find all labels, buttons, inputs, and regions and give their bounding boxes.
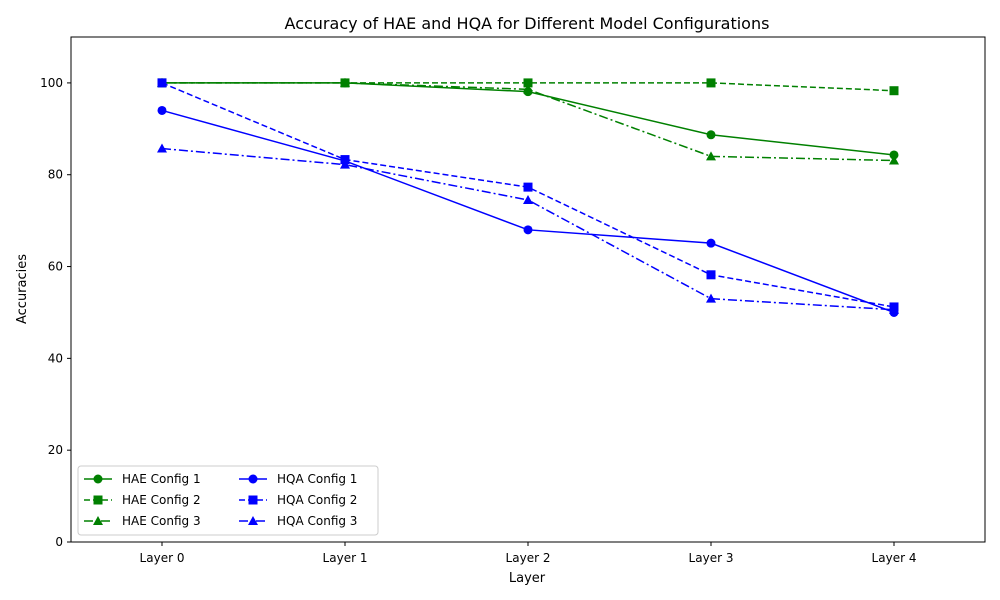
legend-entry: HAE Config 1: [84, 472, 201, 486]
data-point: [523, 182, 533, 192]
x-tick-label: Layer 0: [140, 551, 185, 565]
legend-marker: [248, 495, 258, 505]
series-line: [162, 82, 895, 162]
series-line: [161, 109, 895, 314]
data-point: [340, 159, 350, 169]
legend-marker: [93, 495, 103, 505]
legend: HAE Config 1 HAE Config 2 HAE Config 3 HQA …: [77, 465, 379, 536]
data-point: [157, 78, 167, 88]
data-point: [706, 78, 716, 88]
legend-marker: [93, 474, 103, 484]
x-tick-label: Layer 4: [872, 551, 917, 565]
legend-label: HQA Config 2: [277, 493, 357, 507]
x-tick-label: Layer 1: [323, 551, 368, 565]
x-axis-label: Layer: [509, 571, 546, 586]
data-point: [157, 143, 167, 153]
series-hqa-config-2: [157, 78, 899, 312]
chart-title: Accuracy of HAE and HQA for Different Mo…: [285, 14, 770, 33]
legend-label: HAE Config 1: [122, 472, 201, 486]
legend-marker: [248, 474, 258, 484]
plot-area: [157, 77, 899, 317]
data-point: [157, 105, 167, 115]
legend-entry: HAE Config 2: [84, 493, 201, 507]
x-axis: Layer 0 Layer 1 Layer 2 Layer 3 Layer 4: [140, 542, 917, 565]
legend-marker: [248, 516, 258, 525]
data-point: [523, 84, 533, 94]
legend-entry: HAE Config 3: [84, 514, 201, 528]
x-tick-label: Layer 2: [506, 551, 551, 565]
data-point: [523, 78, 533, 88]
data-point: [706, 238, 716, 248]
legend-marker: [93, 516, 103, 525]
legend-entry: HQA Config 2: [239, 493, 357, 507]
legend-label: HAE Config 2: [122, 493, 201, 507]
x-tick-label: Layer 3: [689, 551, 734, 565]
data-point: [706, 130, 716, 140]
legend-entry: HQA Config 1: [239, 472, 357, 486]
series-hae-config-3: [157, 77, 899, 165]
series-hqa-config-1: [157, 105, 899, 317]
legend-box: [77, 465, 379, 536]
data-point: [523, 225, 533, 235]
y-tick-label: 80: [48, 168, 63, 182]
data-point: [889, 150, 899, 160]
legend-entry: HQA Config 3: [239, 514, 357, 528]
data-point: [340, 77, 350, 87]
data-point: [523, 194, 533, 204]
data-point: [706, 270, 716, 280]
y-axis: 0 20 40 60 80 100: [40, 76, 71, 549]
y-tick-label: 20: [48, 443, 63, 457]
legend-label: HQA Config 1: [277, 472, 357, 486]
data-point: [706, 151, 716, 161]
y-tick-label: 100: [40, 76, 63, 90]
y-tick-label: 40: [48, 351, 63, 365]
data-point: [340, 155, 350, 165]
y-axis-label: Accuracies: [15, 254, 30, 324]
data-point: [706, 293, 716, 303]
data-point: [889, 86, 899, 96]
legend-label: HQA Config 3: [277, 514, 357, 528]
legend-label: HAE Config 3: [122, 514, 201, 528]
series-hqa-config-3: [157, 143, 899, 314]
data-point: [889, 304, 899, 314]
data-point: [889, 155, 899, 165]
y-tick-label: 0: [55, 535, 63, 549]
series-line: [161, 82, 895, 308]
y-tick-label: 60: [48, 260, 63, 274]
